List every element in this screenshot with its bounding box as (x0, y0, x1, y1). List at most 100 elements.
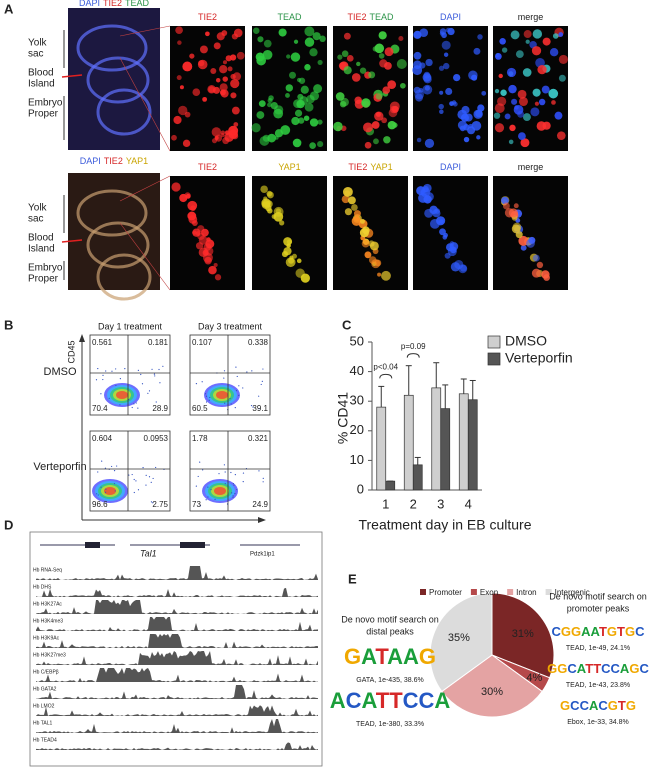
cell (279, 220, 285, 226)
cell (554, 111, 563, 120)
cell (256, 111, 265, 119)
cell (556, 131, 566, 141)
track-label: Hb DHS (33, 584, 52, 590)
cell (360, 218, 365, 224)
event (119, 378, 121, 380)
legend-swatch (487, 352, 501, 366)
cell (384, 47, 394, 57)
cell (292, 138, 302, 148)
cell (213, 42, 221, 50)
cell (213, 262, 218, 268)
track-label: Hb GATA2 (33, 686, 57, 692)
cell (303, 115, 310, 121)
cell (541, 85, 550, 94)
track-label: Hb H3K9Ac (33, 635, 60, 641)
cell (220, 89, 229, 98)
cell (286, 54, 291, 59)
bar (403, 394, 414, 491)
cell (531, 46, 542, 56)
annotation: p<0.04 (373, 363, 398, 372)
quadrant-value: 0.561 (92, 338, 113, 347)
cell (351, 204, 358, 211)
flow-plot (189, 334, 271, 416)
event (102, 378, 104, 381)
event (258, 395, 260, 397)
event (210, 489, 212, 491)
cell (304, 102, 314, 112)
cell (175, 26, 183, 35)
event (147, 392, 149, 394)
x-tick-label: 2 (410, 496, 417, 511)
caption: distal peaks (366, 626, 414, 636)
quadrant-value: 73 (192, 500, 201, 509)
pie-slice (441, 654, 543, 718)
density (116, 391, 128, 399)
cell (306, 94, 315, 104)
cell (537, 64, 547, 75)
stain-word: TIE2 (347, 12, 366, 22)
cell (304, 64, 311, 71)
x-tick-label: 3 (437, 496, 444, 511)
x-axis-label: Treatment day in EB culture (358, 517, 531, 533)
cell (364, 141, 372, 149)
cell (353, 210, 361, 218)
event (232, 495, 234, 497)
event (205, 499, 207, 501)
cell (300, 273, 310, 283)
cell (548, 88, 559, 99)
cell (549, 47, 559, 57)
y-tick-label: 30 (350, 393, 364, 408)
cell (518, 235, 529, 246)
cell (266, 190, 273, 197)
cell (340, 97, 349, 107)
track-label: Hb C/EBPβ (33, 669, 59, 675)
cell (273, 211, 284, 222)
cell (387, 80, 397, 90)
caption: promoter peaks (567, 603, 630, 613)
event (199, 505, 202, 507)
cell (262, 49, 273, 60)
signal-track (36, 634, 318, 648)
event (119, 404, 121, 406)
cell (317, 141, 324, 148)
column-title: Day 1 treatment (98, 321, 163, 331)
cell (313, 84, 323, 94)
cell (274, 135, 279, 140)
track-label: Hb H3K27me3 (33, 652, 66, 658)
x-tick-label: 4 (465, 496, 472, 511)
cell (534, 101, 540, 106)
cell (504, 113, 511, 120)
cell (451, 100, 457, 105)
motif-caption: GATA, 1e-435, 38.6% (356, 677, 423, 684)
pointer (61, 74, 83, 78)
event (150, 481, 152, 483)
cell (317, 119, 323, 125)
cell (473, 47, 481, 55)
stain-word: YAP1 (126, 156, 148, 166)
cell (211, 138, 218, 144)
event (258, 408, 260, 410)
event (108, 397, 110, 399)
event (152, 502, 154, 504)
density (214, 487, 226, 495)
cell (278, 28, 287, 37)
cell (192, 88, 201, 97)
cell (347, 196, 356, 205)
cell (267, 102, 272, 108)
cell (523, 30, 532, 39)
cell (299, 96, 309, 106)
cell (530, 107, 540, 117)
quadrant-value: 96.6 (92, 500, 108, 509)
cell (356, 61, 361, 67)
cell (364, 251, 372, 259)
cell (293, 39, 299, 44)
cell (283, 237, 292, 246)
bar (467, 399, 478, 491)
cell (424, 192, 434, 202)
region-label: Blood (28, 68, 54, 79)
quadrant-value: 0.321 (248, 434, 269, 443)
region-label: sac (28, 214, 44, 225)
event (97, 367, 99, 370)
cell (501, 47, 508, 53)
cell (191, 220, 198, 226)
